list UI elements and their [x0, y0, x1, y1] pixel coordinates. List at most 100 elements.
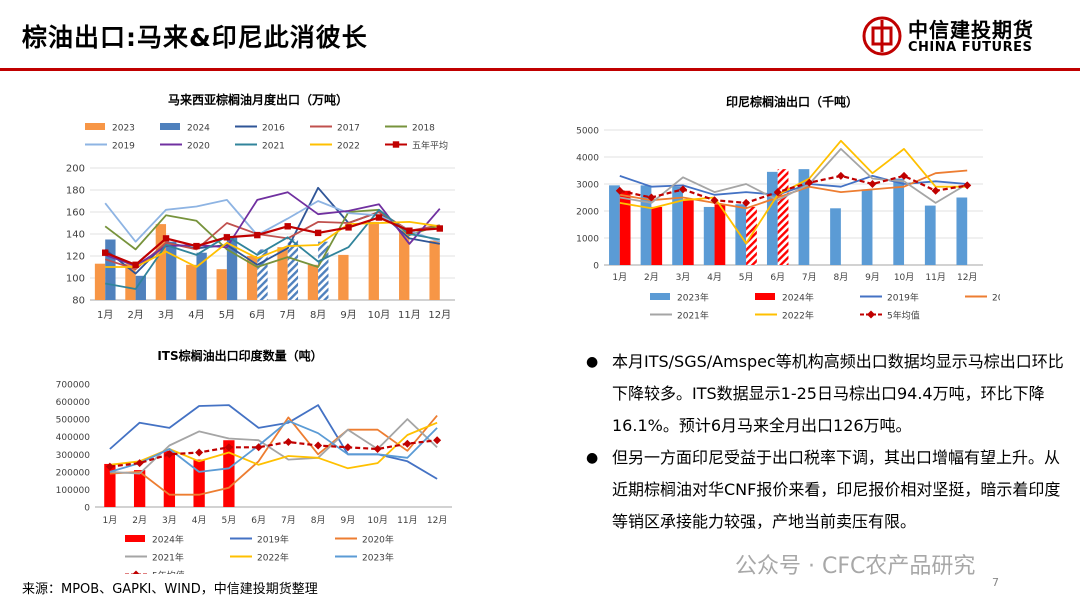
bar-2023: [155, 224, 167, 300]
marker-5年均值: [135, 459, 144, 468]
x-tick-label: 9月: [340, 309, 356, 321]
y-tick-label: 2000: [576, 208, 599, 218]
bullet-text: 本月ITS/SGS/Amspec等机构高频出口数据均显示马棕出口环比下降较多。I…: [612, 352, 1064, 435]
x-tick-label: 3月: [158, 309, 174, 321]
bar-2024: [196, 252, 207, 300]
marker-5年均值: [433, 436, 442, 445]
marker-5年均值: [165, 450, 174, 459]
x-tick-label: 4月: [192, 515, 207, 526]
marker-五年平均: [375, 214, 383, 221]
bar-2024: [105, 239, 116, 300]
chart-title: 马来西亚棕榈油月度出口（万吨）: [168, 92, 348, 107]
x-tick-label: 9月: [865, 272, 880, 283]
marker-5年均值: [805, 178, 814, 187]
line-2020: [104, 191, 441, 267]
marker-5年均值: [195, 448, 204, 457]
its-india-export-chart: ITS棕榈油出口印度数量（吨） 0 100000 200000 300000 400000…: [56, 348, 452, 575]
marker-5年均值: [931, 186, 940, 195]
marker-五年平均: [132, 261, 139, 268]
legend-swatch: [85, 123, 105, 130]
x-tick-label: 3月: [162, 515, 177, 526]
x-tick-label: 10月: [368, 309, 391, 321]
marker-5年均值: [105, 462, 114, 471]
legend-swatch: [125, 535, 145, 542]
x-tick-label: 6月: [251, 515, 266, 526]
y-tick-label: 180: [66, 186, 85, 197]
x-tick-label: 8月: [311, 515, 326, 526]
citic-logo-icon: [862, 16, 902, 56]
bullet-item: ● 本月ITS/SGS/Amspec等机构高频出口数据均显示马棕出口环比下降较多…: [580, 346, 1070, 442]
legend-label: 2019年: [887, 292, 919, 304]
legend-label: 2020: [187, 142, 210, 152]
legend-marker: [867, 310, 875, 319]
y-tick-label: 120: [66, 252, 85, 263]
bar-2023: [186, 264, 197, 300]
legend-label: 2022: [337, 142, 360, 152]
x-tick-label: 2月: [644, 272, 659, 283]
legend-label: 2019年: [257, 534, 289, 546]
line-2021年: [619, 148, 968, 204]
x-tick-label: 4月: [188, 309, 204, 321]
x-tick-label: 4月: [707, 272, 722, 283]
legend-marker: [132, 570, 140, 574]
legend-marker: [392, 141, 400, 148]
bar-2024年: [651, 206, 663, 265]
bar-2024年: [682, 200, 694, 265]
legend-label: 5年均值: [152, 570, 185, 575]
marker-5年均值: [314, 441, 323, 450]
legend-label: 2022年: [257, 552, 289, 564]
x-tick-label: 7月: [281, 515, 296, 526]
marker-五年平均: [162, 235, 170, 242]
marker-5年均值: [900, 171, 909, 180]
commentary-bullets: ● 本月ITS/SGS/Amspec等机构高频出口数据均显示马棕出口环比下降较多…: [580, 346, 1070, 538]
x-tick-label: 9月: [341, 515, 356, 526]
bar-2023年: [893, 178, 905, 265]
x-tick-label: 7月: [802, 272, 817, 283]
y-tick-label: 5000: [576, 127, 599, 137]
indonesia-export-chart: 印尼棕榈油出口（千吨） 0 1000 2000 3000 4000 5000 1月 2月 3月 4月…: [576, 94, 1000, 322]
y-tick-label: 0: [593, 262, 599, 272]
legend-label: 2023年: [677, 292, 709, 304]
y-tick-label: 200000: [56, 468, 91, 478]
legend-label: 五年平均: [412, 140, 448, 152]
bar-2023: [429, 240, 440, 300]
x-tick-label: 12月: [957, 272, 977, 283]
legend-swatch: [650, 293, 670, 300]
bar-2024年: [714, 204, 726, 265]
line-2023年: [109, 420, 438, 473]
y-tick-label: 200: [66, 164, 85, 175]
line-2019年: [109, 404, 438, 480]
malaysia-export-chart: 马来西亚棕榈油月度出口（万吨） 80 100 120 140 160 180 200 1月 2月 3…: [66, 92, 455, 321]
marker-5年均值: [836, 171, 845, 180]
bar-2024: [226, 237, 238, 300]
marker-5年均值: [615, 186, 624, 195]
line-5年均值: [109, 439, 438, 468]
bar-2024年: [163, 450, 176, 507]
bar-2024年: [133, 470, 146, 507]
bar-2023: [338, 254, 349, 300]
bar-2023: [277, 247, 288, 300]
marker-5年均值: [773, 188, 782, 197]
bar-2023: [368, 221, 379, 300]
marker-5年均值: [254, 443, 263, 452]
legend-label: 2022年: [782, 310, 814, 322]
bar-2023年: [830, 208, 841, 265]
bar-2024: [287, 239, 299, 300]
line-5年均值: [619, 174, 968, 204]
bar-2024年: [777, 169, 789, 265]
chart-title: 印尼棕榈油出口（千吨）: [726, 94, 858, 109]
y-tick-label: 500000: [56, 416, 91, 426]
marker-五年平均: [102, 249, 109, 256]
y-tick-label: 600000: [56, 398, 91, 408]
bar-2023年: [640, 185, 652, 265]
brand-name-en: CHINA FUTURES: [908, 40, 1033, 55]
marker-五年平均: [193, 242, 200, 250]
bar-2023: [94, 263, 106, 300]
legend-label: 2024年: [782, 292, 814, 304]
header-divider: [0, 68, 1080, 71]
legend-label: 2017: [337, 124, 360, 134]
marker-5年均值: [373, 445, 382, 454]
bar-2024: [166, 241, 177, 300]
marker-五年平均: [436, 225, 443, 232]
watermark: 公众号 · CFC农产品研究: [735, 554, 976, 579]
